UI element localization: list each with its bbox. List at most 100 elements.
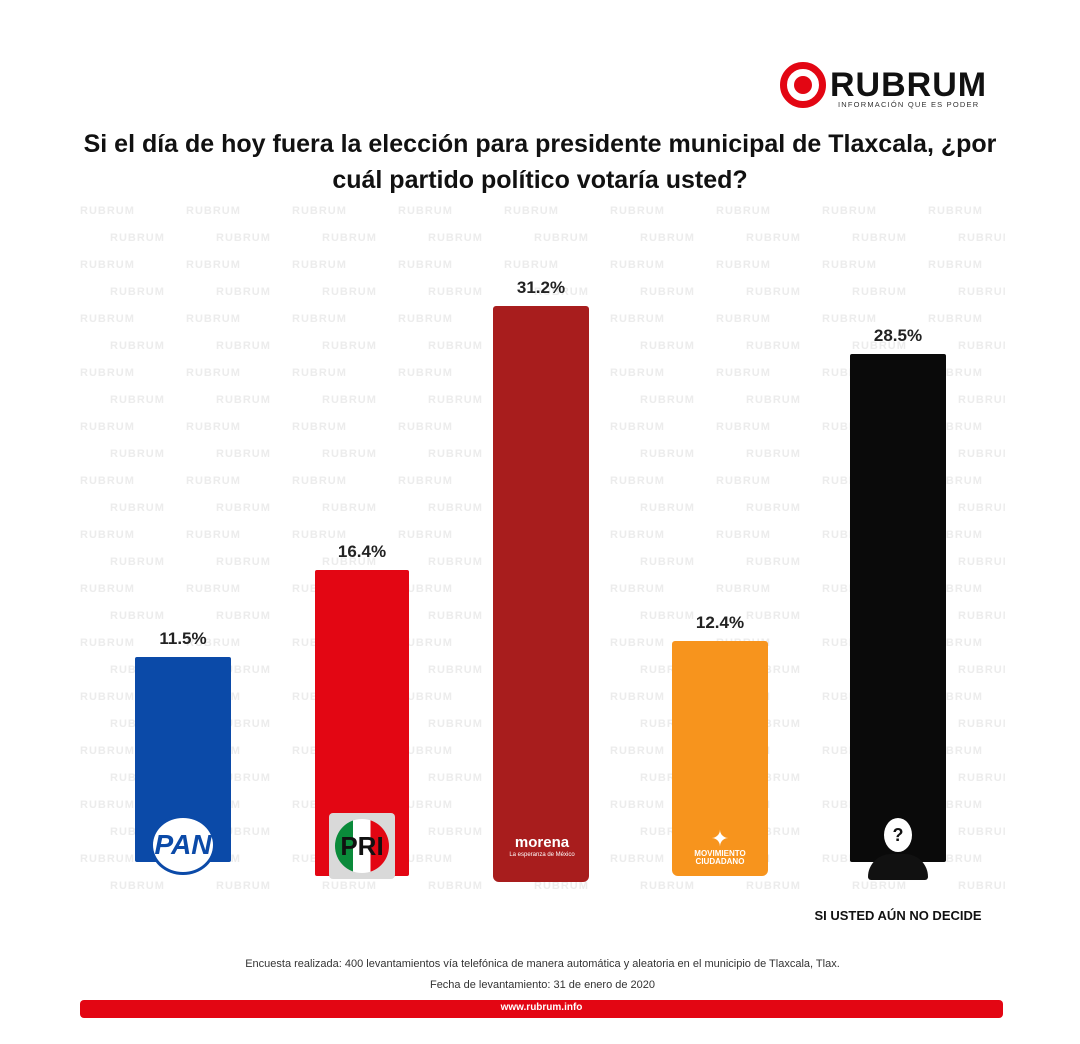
- movimiento-ciudadano-logo: ✦ MOVIMIENTO CIUDADANO: [694, 822, 746, 872]
- watermark-text: RUBRUM: [110, 232, 165, 244]
- watermark-row: RUBRUM RUBRUM RUBRUM RUBRUM RUBRUM RUBRUM RUBR…: [80, 232, 1005, 259]
- footer-bar: [80, 1000, 1003, 1018]
- brand-tagline: INFORMACIÓN QUE ES PODER: [838, 100, 980, 109]
- watermark-text: RUBRUM: [322, 556, 377, 568]
- watermark-text: RUBRUM: [292, 259, 347, 271]
- watermark-text: RUBRUM: [80, 583, 135, 595]
- watermark-text: RUBRUM: [398, 313, 453, 325]
- rubrum-logo-dot: [794, 76, 812, 94]
- watermark-text: RUBRUM: [610, 475, 665, 487]
- data-label: 31.2%: [516, 278, 566, 297]
- watermark-text: RUBRUM: [428, 718, 483, 730]
- watermark-text: RUBRUM: [504, 205, 559, 217]
- question-mark: ?: [884, 818, 912, 852]
- watermark-text: RUBRUM: [80, 691, 135, 703]
- watermark-text: RUBRUM: [428, 232, 483, 244]
- morena-logo: morena: [514, 834, 570, 851]
- watermark-text: RUBRUM: [852, 286, 907, 298]
- watermark-text: RUBRUM: [110, 286, 165, 298]
- watermark-text: RUBRUM: [640, 556, 695, 568]
- watermark-text: RUBRUM: [80, 421, 135, 433]
- watermark-text: RUBRUM: [746, 394, 801, 406]
- watermark-text: RUBRUM: [80, 799, 135, 811]
- watermark-text: RUBRUM: [428, 448, 483, 460]
- watermark-text: RUBRUM: [110, 556, 165, 568]
- watermark-text: RUBRUM: [216, 232, 271, 244]
- watermark-text: RUBRUM: [958, 664, 1005, 676]
- data-label: 28.5%: [873, 326, 923, 346]
- watermark-text: RUBRUM: [746, 880, 801, 892]
- rubrum-logo-icon: [780, 62, 826, 108]
- data-label: 11.5%: [159, 629, 207, 649]
- watermark-row: RUBRUM RUBRUM RUBRUM RUBRUM RUBRUM RUBRUM RUBR…: [80, 286, 1005, 313]
- watermark-text: RUBRUM: [640, 232, 695, 244]
- watermark-text: RUBRUM: [292, 367, 347, 379]
- watermark-text: RUBRUM: [958, 826, 1005, 838]
- watermark-text: RUBRUM: [428, 880, 483, 892]
- watermark-text: RUBRUM: [716, 367, 771, 379]
- bar-movimiento-ciudadano: [672, 641, 768, 876]
- watermark-text: RUBRUM: [640, 394, 695, 406]
- watermark-text: RUBRUM: [80, 313, 135, 325]
- watermark-text: RUBRUM: [216, 502, 271, 514]
- watermark-text: RUBRUM: [292, 421, 347, 433]
- watermark-text: RUBRUM: [216, 610, 271, 622]
- watermark-text: RUBRUM: [822, 205, 877, 217]
- person-question-icon: ?: [868, 818, 928, 880]
- watermark-text: RUBRUM: [958, 718, 1005, 730]
- watermark-text: RUBRUM: [610, 529, 665, 541]
- pri-logo-text: PRI: [335, 819, 389, 873]
- watermark-text: RUBRUM: [428, 340, 483, 352]
- watermark-text: RUBRUM: [610, 367, 665, 379]
- watermark-text: RUBRUM: [80, 259, 135, 271]
- rubrum-logo: RUBRUM INFORMACIÓN QUE ES PODER: [780, 62, 1000, 114]
- watermark-text: RUBRUM: [186, 313, 241, 325]
- watermark-text: RUBRUM: [716, 421, 771, 433]
- watermark-text: RUBRUM: [746, 286, 801, 298]
- watermark-text: RUBRUM: [110, 394, 165, 406]
- watermark-text: RUBRUM: [716, 259, 771, 271]
- watermark-text: RUBRUM: [428, 502, 483, 514]
- watermark-text: RUBRUM: [504, 259, 559, 271]
- watermark-text: RUBRUM: [958, 394, 1005, 406]
- morena-logo-subtitle: La esperanza de México: [509, 852, 575, 858]
- watermark-text: RUBRUM: [928, 259, 983, 271]
- watermark-text: RUBRUM: [640, 880, 695, 892]
- watermark-text: RUBRUM: [80, 637, 135, 649]
- watermark-text: RUBRUM: [640, 286, 695, 298]
- watermark-text: RUBRUM: [398, 205, 453, 217]
- watermark-text: RUBRUM: [80, 367, 135, 379]
- watermark-text: RUBRUM: [610, 853, 665, 865]
- watermark-text: RUBRUM: [292, 313, 347, 325]
- watermark-text: RUBRUM: [852, 880, 907, 892]
- watermark-text: RUBRUM: [322, 502, 377, 514]
- watermark-text: RUBRUM: [398, 583, 453, 595]
- watermark-text: RUBRUM: [716, 205, 771, 217]
- person-silhouette: [868, 854, 928, 880]
- watermark-text: RUBRUM: [534, 286, 589, 298]
- watermark-text: RUBRUM: [610, 583, 665, 595]
- watermark-text: RUBRUM: [398, 421, 453, 433]
- watermark-text: RUBRUM: [216, 394, 271, 406]
- watermark-text: RUBRUM: [610, 745, 665, 757]
- watermark-text: RUBRUM: [322, 448, 377, 460]
- watermark-text: RUBRUM: [216, 340, 271, 352]
- watermark-text: RUBRUM: [186, 259, 241, 271]
- watermark-text: RUBRUM: [216, 448, 271, 460]
- watermark-text: RUBRUM: [610, 799, 665, 811]
- watermark-text: RUBRUM: [186, 421, 241, 433]
- watermark-text: RUBRUM: [186, 475, 241, 487]
- watermark-text: RUBRUM: [958, 772, 1005, 784]
- watermark-text: RUBRUM: [610, 421, 665, 433]
- watermark-text: RUBRUM: [958, 340, 1005, 352]
- watermark-row: RUBRUM RUBRUM RUBRUM RUBRUM RUBRUM RUBRUM RUBR…: [80, 205, 1005, 232]
- chart-title: Si el día de hoy fuera la elección para …: [83, 130, 997, 194]
- watermark-text: RUBRUM: [186, 367, 241, 379]
- watermark-text: RUBRUM: [746, 556, 801, 568]
- watermark-text: RUBRUM: [640, 610, 695, 622]
- watermark-text: RUBRUM: [322, 340, 377, 352]
- watermark-text: RUBRUM: [110, 502, 165, 514]
- watermark-text: RUBRUM: [852, 232, 907, 244]
- website-link[interactable]: www.rubrum.info: [500, 1002, 583, 1013]
- watermark-text: RUBRUM: [640, 340, 695, 352]
